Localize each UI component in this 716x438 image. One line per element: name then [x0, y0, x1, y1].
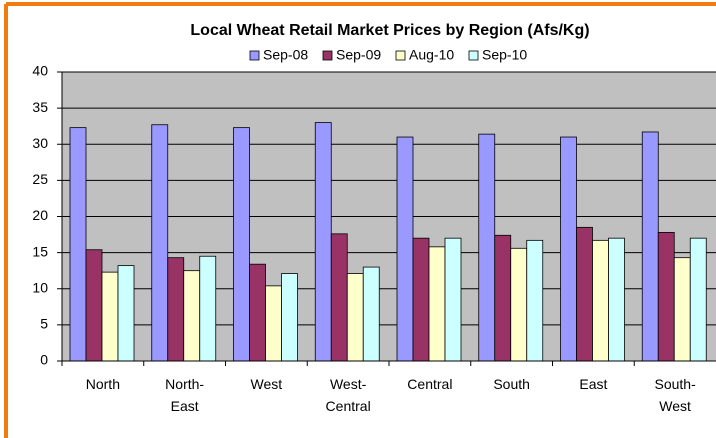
bar	[673, 257, 691, 362]
x-tick-label: North	[86, 376, 120, 392]
bar	[265, 285, 282, 362]
bar	[526, 239, 544, 362]
y-tick-label: 35	[32, 99, 48, 115]
bar	[576, 226, 593, 362]
bar	[330, 233, 348, 362]
chart-title: Local Wheat Retail Market Prices by Regi…	[190, 22, 589, 39]
y-tick-label: 30	[32, 135, 48, 151]
legend-swatch	[249, 50, 260, 61]
bar	[689, 237, 707, 362]
x-tick-label: Central	[407, 376, 452, 392]
y-tick-label: 20	[32, 207, 48, 223]
y-tick-label: 10	[32, 279, 48, 295]
legend-label: Aug-10	[409, 47, 454, 63]
legend-label: Sep-10	[482, 47, 527, 63]
y-tick-label: 40	[32, 63, 48, 79]
legend-swatch	[395, 50, 406, 61]
bar	[444, 237, 462, 362]
y-tick-label: 25	[32, 171, 48, 187]
bar	[346, 273, 364, 362]
y-tick-label: 5	[40, 316, 48, 332]
bar	[233, 127, 250, 362]
bar	[249, 263, 266, 362]
bar	[510, 247, 528, 362]
bar	[396, 136, 414, 362]
bar	[101, 271, 119, 362]
bar	[362, 266, 380, 362]
x-tick-label: West-Central	[326, 376, 371, 414]
bar	[117, 265, 135, 362]
bar	[641, 131, 659, 362]
bar	[428, 246, 446, 362]
legend-label: Sep-09	[336, 47, 381, 63]
bar	[183, 270, 201, 362]
legend-label: Sep-08	[263, 47, 308, 63]
bar	[167, 257, 185, 362]
bar	[412, 237, 430, 362]
bar	[199, 255, 217, 362]
x-tick-label: South-West	[655, 376, 697, 414]
x-tick-label: South	[493, 376, 530, 392]
x-tick-label: North-East	[165, 376, 204, 414]
bar	[478, 133, 496, 362]
bar	[657, 231, 675, 362]
legend-swatch	[468, 50, 479, 61]
bar	[494, 234, 512, 362]
bar	[608, 237, 625, 362]
bar	[69, 127, 87, 362]
y-tick-label: 15	[32, 243, 48, 259]
bar	[560, 136, 577, 362]
bar	[314, 122, 332, 362]
bar	[85, 249, 103, 362]
x-tick-label: East	[579, 376, 607, 392]
bar	[151, 124, 169, 362]
y-tick-label: 0	[40, 352, 48, 368]
legend-swatch	[322, 50, 333, 61]
bar	[281, 273, 298, 362]
x-tick-label: West	[251, 376, 283, 392]
bar	[592, 239, 609, 362]
